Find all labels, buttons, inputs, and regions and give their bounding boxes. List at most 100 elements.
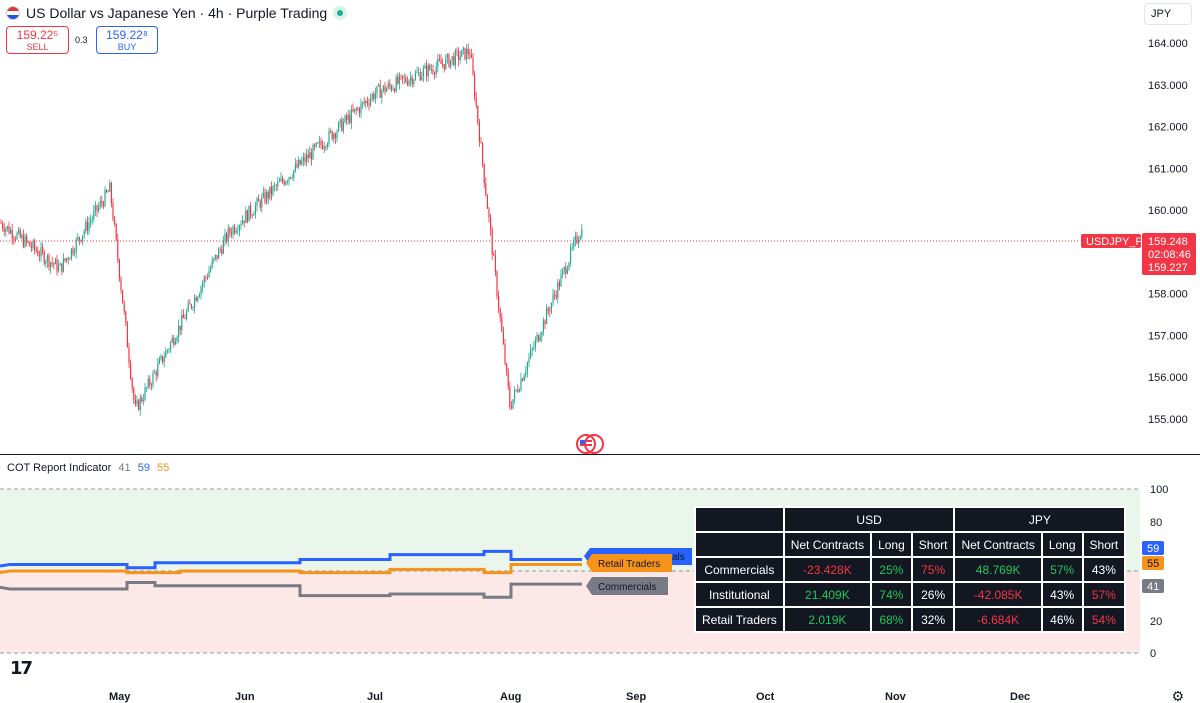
sell-button[interactable]: 159.22⁵ SELL — [6, 26, 69, 54]
candle-body — [405, 77, 407, 82]
economic-event-icon[interactable] — [576, 434, 604, 454]
candle-body — [429, 65, 431, 70]
candle-body — [467, 48, 469, 55]
buy-price: 159.22⁸ — [106, 28, 148, 42]
price-tick: 163.000 — [1148, 80, 1188, 92]
pane-separator[interactable] — [0, 454, 1200, 455]
price-tick: 156.000 — [1148, 372, 1188, 384]
candle-body — [240, 224, 242, 226]
candle-body — [494, 255, 496, 272]
candle-body — [546, 308, 548, 325]
candle-body — [208, 271, 210, 278]
candle-body — [320, 140, 322, 145]
candle-body — [528, 357, 530, 363]
candle-body — [542, 320, 544, 333]
settings-gear-icon[interactable]: ⚙ — [1171, 688, 1184, 703]
candle-body — [50, 262, 52, 268]
candle-body — [163, 357, 165, 363]
candle-body — [491, 229, 493, 255]
candle-body — [245, 210, 247, 223]
cot-cell: 74% — [872, 583, 911, 606]
indicator-legend[interactable]: COT Report Indicator 41 59 55 — [7, 462, 169, 474]
candle-body — [86, 221, 88, 231]
candle-body — [522, 378, 524, 381]
candle-body — [550, 302, 552, 312]
candle-body — [181, 314, 183, 331]
candle-body — [456, 50, 458, 52]
candle-body — [349, 114, 351, 123]
candle-body — [496, 271, 498, 297]
candle-body — [317, 142, 319, 144]
cot-header-net-usd: Net Contracts — [784, 533, 871, 556]
candle-body — [56, 259, 58, 272]
candle-body — [331, 131, 333, 140]
candle-body — [37, 251, 39, 256]
candle-body — [38, 255, 40, 257]
chart-header: US Dollar vs Japanese Yen · 4h · Purple … — [6, 2, 348, 24]
candle-body — [96, 205, 98, 211]
candle-body — [459, 56, 461, 60]
candle-body — [530, 350, 532, 358]
candle-body — [226, 233, 228, 242]
cot-header-short-usd: Short — [912, 533, 954, 556]
cot-table: USD JPY Net Contracts Long Short Net Con… — [694, 506, 1127, 633]
tradingview-logo[interactable]: 17 — [10, 658, 33, 679]
candle-body — [141, 397, 143, 402]
candle-body — [318, 140, 320, 144]
indicator-value-retail: 55 — [157, 462, 170, 474]
candle-body — [453, 56, 455, 66]
candle-body — [234, 226, 236, 233]
candle-body — [411, 77, 413, 84]
candle-body — [477, 105, 479, 123]
candle-body — [178, 325, 180, 338]
cot-cell: 21.409K — [784, 583, 871, 606]
candle-body — [406, 81, 408, 85]
candle-body — [40, 247, 42, 257]
candle-body — [70, 248, 72, 259]
candle-body — [507, 370, 509, 387]
candle-body — [461, 49, 463, 57]
candle-body — [283, 181, 285, 185]
candle-body — [389, 83, 391, 86]
candle-body — [581, 229, 583, 237]
symbol-tag: USDJPY_P — [1086, 236, 1143, 248]
price-tick: 158.000 — [1148, 289, 1188, 301]
price-axis[interactable]: 164.000 163.000 162.000 161.000 160.000 158.0… — [1148, 38, 1188, 426]
candle-body — [557, 282, 559, 298]
candle-body — [43, 251, 45, 264]
candle-body — [552, 294, 554, 303]
candle-body — [373, 94, 375, 100]
candle-body — [59, 263, 61, 266]
month-dec: Dec — [1010, 691, 1030, 703]
candle-body — [446, 54, 448, 59]
candle-body — [120, 278, 122, 291]
currency-selector[interactable]: JPY — [1144, 3, 1192, 25]
month-sep: Sep — [626, 691, 646, 703]
candle-body — [2, 223, 4, 229]
buy-button[interactable]: 159.22⁸ BUY — [96, 26, 158, 54]
candle-body — [19, 229, 21, 238]
candle-body — [58, 265, 60, 272]
candle-body — [498, 296, 500, 309]
candle-body — [235, 231, 237, 233]
candle-body — [541, 332, 543, 338]
candle-body — [370, 98, 372, 105]
candle-body — [576, 236, 578, 244]
candle-body — [42, 247, 44, 252]
candle-body — [80, 239, 82, 242]
candle-body — [14, 238, 16, 240]
candle-body — [205, 277, 207, 278]
institutional-line — [0, 549, 582, 570]
month-jul: Jul — [367, 691, 383, 703]
candle-body — [139, 397, 141, 410]
candle-body — [32, 241, 34, 248]
bar-countdown: 02:08:46 — [1148, 249, 1191, 261]
candle-body — [544, 320, 546, 325]
candle-body — [344, 115, 346, 123]
candle-body — [333, 133, 335, 140]
candle-body — [366, 100, 368, 104]
candle-body — [11, 229, 13, 239]
candle-body — [184, 318, 186, 319]
last-price-value: 159.248 — [1148, 236, 1188, 248]
candle-body — [179, 325, 181, 331]
